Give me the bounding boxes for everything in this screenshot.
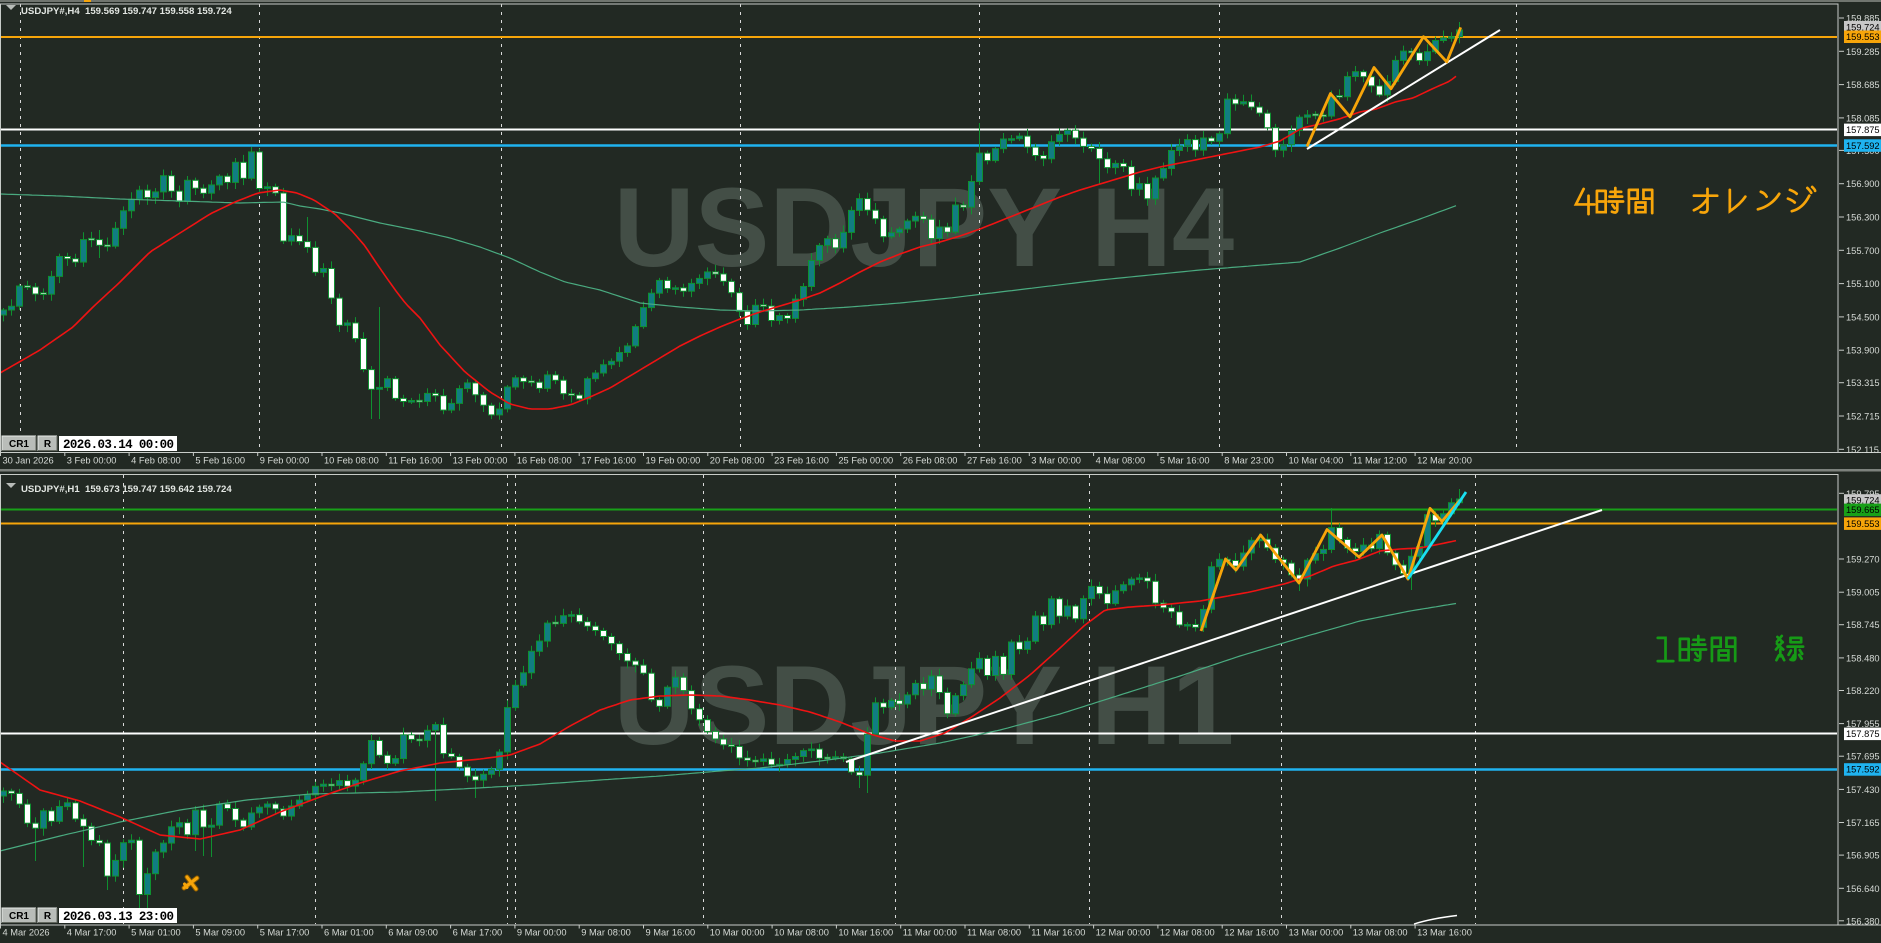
- svg-text:159.885: 159.885: [1846, 14, 1880, 24]
- svg-text:25 Feb 00:00: 25 Feb 00:00: [838, 456, 893, 466]
- svg-text:11 Mar 16:00: 11 Mar 16:00: [1031, 928, 1085, 938]
- svg-text:3 Mar 00:00: 3 Mar 00:00: [1031, 456, 1081, 466]
- svg-text:8 Mar 23:00: 8 Mar 23:00: [1224, 456, 1274, 466]
- svg-text:11 Mar 00:00: 11 Mar 00:00: [903, 928, 957, 938]
- svg-text:11 Mar 08:00: 11 Mar 08:00: [967, 928, 1021, 938]
- svg-text:4 Feb 08:00: 4 Feb 08:00: [131, 456, 181, 466]
- svg-text:156.640: 156.640: [1846, 884, 1880, 894]
- svg-text:155.700: 155.700: [1846, 246, 1880, 256]
- svg-text:157.165: 157.165: [1846, 818, 1880, 828]
- svg-text:159.005: 159.005: [1846, 588, 1880, 598]
- svg-text:156.905: 156.905: [1846, 851, 1880, 861]
- svg-text:2026.03.14 00:00: 2026.03.14 00:00: [63, 438, 174, 452]
- svg-text:157.955: 157.955: [1846, 719, 1880, 729]
- svg-text:159.285: 159.285: [1846, 47, 1880, 57]
- svg-text:156.380: 156.380: [1846, 916, 1880, 926]
- svg-text:30 Jan 2026: 30 Jan 2026: [3, 456, 54, 466]
- svg-text:4 Mar 17:00: 4 Mar 17:00: [67, 928, 117, 938]
- svg-text:159.270: 159.270: [1846, 555, 1880, 565]
- svg-text:5 Mar 17:00: 5 Mar 17:00: [260, 928, 310, 938]
- svg-text:12 Mar 16:00: 12 Mar 16:00: [1224, 928, 1279, 938]
- svg-text:13 Mar 08:00: 13 Mar 08:00: [1353, 928, 1408, 938]
- svg-text:159.665: 159.665: [1846, 505, 1880, 515]
- svg-text:9 Mar 08:00: 9 Mar 08:00: [581, 928, 631, 938]
- svg-text:6 Mar 17:00: 6 Mar 17:00: [453, 928, 503, 938]
- svg-text:10 Feb 08:00: 10 Feb 08:00: [324, 456, 379, 466]
- svg-text:6 Mar 01:00: 6 Mar 01:00: [324, 928, 374, 938]
- svg-text:155.100: 155.100: [1846, 279, 1880, 289]
- svg-text:20 Feb 08:00: 20 Feb 08:00: [710, 456, 765, 466]
- svg-text:158.085: 158.085: [1846, 113, 1880, 123]
- svg-text:158.745: 158.745: [1846, 620, 1880, 630]
- svg-text:16 Feb 08:00: 16 Feb 08:00: [517, 456, 572, 466]
- svg-text:12 Mar 20:00: 12 Mar 20:00: [1417, 456, 1472, 466]
- svg-text:5 Feb 16:00: 5 Feb 16:00: [195, 456, 245, 466]
- svg-text:4 Mar 08:00: 4 Mar 08:00: [1096, 456, 1146, 466]
- svg-text:CR1: CR1: [9, 911, 29, 922]
- svg-text:158.220: 158.220: [1846, 686, 1880, 696]
- svg-text:4 Mar 2026: 4 Mar 2026: [3, 928, 50, 938]
- svg-text:153.315: 153.315: [1846, 378, 1880, 388]
- svg-text:9 Feb 00:00: 9 Feb 00:00: [260, 456, 310, 466]
- svg-text:11 Feb 16:00: 11 Feb 16:00: [388, 456, 442, 466]
- svg-text:13 Mar 00:00: 13 Mar 00:00: [1289, 928, 1344, 938]
- svg-text:17 Feb 16:00: 17 Feb 16:00: [581, 456, 636, 466]
- svg-text:6 Mar 09:00: 6 Mar 09:00: [388, 928, 438, 938]
- svg-text:10 Mar 08:00: 10 Mar 08:00: [774, 928, 829, 938]
- svg-text:12 Mar 08:00: 12 Mar 08:00: [1160, 928, 1215, 938]
- svg-text:13 Feb 00:00: 13 Feb 00:00: [453, 456, 508, 466]
- svg-text:5 Mar 09:00: 5 Mar 09:00: [195, 928, 245, 938]
- svg-text:19 Feb 00:00: 19 Feb 00:00: [646, 456, 701, 466]
- svg-text:152.115: 152.115: [1846, 445, 1879, 455]
- svg-text:3 Feb 00:00: 3 Feb 00:00: [67, 456, 117, 466]
- svg-text:157.875: 157.875: [1846, 125, 1880, 135]
- svg-text:157.695: 157.695: [1846, 752, 1880, 762]
- svg-text:157.875: 157.875: [1846, 729, 1880, 739]
- svg-text:10 Mar 00:00: 10 Mar 00:00: [710, 928, 765, 938]
- svg-text:157.592: 157.592: [1846, 141, 1880, 151]
- svg-text:159.795: 159.795: [1846, 489, 1880, 499]
- svg-text:27 Feb 16:00: 27 Feb 16:00: [967, 456, 1022, 466]
- svg-text:USDJPY H1: USDJPY H1: [614, 643, 1234, 768]
- svg-text:9 Mar 00:00: 9 Mar 00:00: [517, 928, 567, 938]
- svg-text:159.553: 159.553: [1846, 519, 1880, 529]
- svg-text:159.724: 159.724: [1846, 23, 1880, 33]
- svg-text:12 Mar 00:00: 12 Mar 00:00: [1096, 928, 1151, 938]
- svg-text:156.300: 156.300: [1846, 213, 1880, 223]
- svg-text:R: R: [44, 439, 52, 450]
- svg-text:152.715: 152.715: [1846, 412, 1880, 422]
- svg-text:159.553: 159.553: [1846, 32, 1880, 42]
- svg-text:23 Feb 16:00: 23 Feb 16:00: [774, 456, 829, 466]
- svg-text:10 Mar 16:00: 10 Mar 16:00: [838, 928, 893, 938]
- svg-text:153.900: 153.900: [1846, 346, 1880, 356]
- svg-text:13 Mar 16:00: 13 Mar 16:00: [1417, 928, 1472, 938]
- svg-text:158.685: 158.685: [1846, 80, 1880, 90]
- svg-text:159.724: 159.724: [1846, 496, 1880, 506]
- svg-text:10 Mar 04:00: 10 Mar 04:00: [1289, 456, 1344, 466]
- svg-text:5 Mar 01:00: 5 Mar 01:00: [131, 928, 181, 938]
- svg-text:26 Feb 08:00: 26 Feb 08:00: [903, 456, 958, 466]
- svg-text:154.500: 154.500: [1846, 312, 1880, 322]
- svg-text:5 Mar 16:00: 5 Mar 16:00: [1160, 456, 1210, 466]
- svg-text:2026.03.13 23:00: 2026.03.13 23:00: [63, 910, 174, 924]
- svg-text:USDJPY#,H1 159.673 159.747 15: USDJPY#,H1 159.673 159.747 159.642 159.7…: [21, 484, 232, 495]
- svg-text:9 Mar 16:00: 9 Mar 16:00: [646, 928, 696, 938]
- svg-text:158.480: 158.480: [1846, 653, 1880, 663]
- svg-text:CR1: CR1: [9, 439, 29, 450]
- svg-text:157.430: 157.430: [1846, 785, 1880, 795]
- svg-text:156.900: 156.900: [1846, 179, 1880, 189]
- svg-text:USDJPY#,H4 159.569 159.747 15: USDJPY#,H4 159.569 159.747 159.558 159.7…: [21, 6, 232, 17]
- svg-text:11 Mar 12:00: 11 Mar 12:00: [1353, 456, 1407, 466]
- svg-text:157.592: 157.592: [1846, 765, 1880, 775]
- svg-text:R: R: [44, 911, 52, 922]
